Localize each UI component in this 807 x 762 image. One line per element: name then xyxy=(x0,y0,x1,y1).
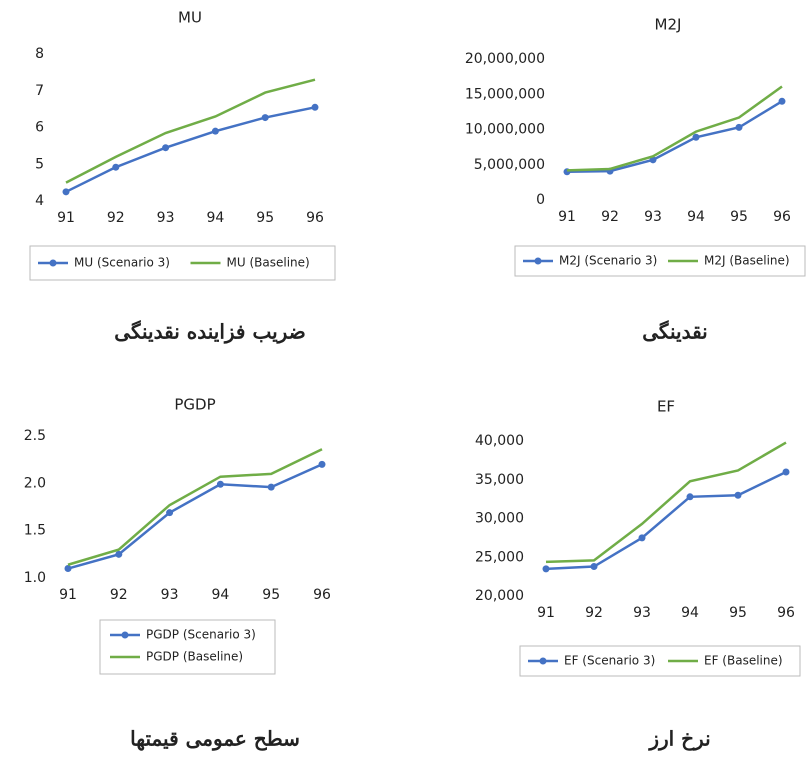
data-point xyxy=(319,461,326,468)
legend-label: MU (Baseline) xyxy=(227,256,310,270)
x-tick-label: 92 xyxy=(585,605,603,621)
x-tick-label: 94 xyxy=(681,605,699,621)
y-tick-label: 7 xyxy=(35,83,44,99)
y-tick-label: 35,000 xyxy=(475,472,524,488)
x-tick-label: 91 xyxy=(57,210,75,226)
chart-caption: نقدینگی xyxy=(642,320,708,344)
y-tick-label: 25,000 xyxy=(475,549,524,565)
legend-marker xyxy=(535,258,542,265)
y-tick-label: 40,000 xyxy=(475,433,524,449)
x-tick-label: 91 xyxy=(537,605,555,621)
data-point xyxy=(262,114,269,121)
y-tick-label: 20,000 xyxy=(475,588,524,604)
data-point xyxy=(543,565,550,572)
chart-caption: سطح عمومی قیمتها xyxy=(130,727,300,752)
chart-caption: ضریب فزاینده نقدینگی xyxy=(114,320,305,345)
legend-label: EF (Scenario 3) xyxy=(564,654,655,668)
x-tick-label: 95 xyxy=(262,587,280,603)
x-tick-label: 95 xyxy=(729,605,747,621)
data-point xyxy=(166,509,173,516)
y-tick-label: 1.0 xyxy=(24,570,46,586)
x-tick-label: 92 xyxy=(601,209,619,225)
y-tick-label: 0 xyxy=(536,192,545,208)
chart-title: EF xyxy=(657,398,675,416)
series-line xyxy=(68,449,322,564)
y-tick-label: 1.5 xyxy=(24,523,46,539)
x-tick-label: 94 xyxy=(206,210,224,226)
data-point xyxy=(639,534,646,541)
data-point xyxy=(217,481,224,488)
x-tick-label: 93 xyxy=(157,210,175,226)
data-point xyxy=(312,104,319,111)
series-line xyxy=(567,86,782,170)
data-point xyxy=(115,551,122,558)
data-point xyxy=(112,164,119,171)
x-tick-label: 93 xyxy=(633,605,651,621)
y-tick-label: 5 xyxy=(35,156,44,172)
series-line xyxy=(546,472,786,569)
x-tick-label: 91 xyxy=(558,209,576,225)
data-point xyxy=(735,492,742,499)
data-point xyxy=(63,188,70,195)
chart-caption: نرخ ارز xyxy=(647,727,710,752)
x-tick-label: 92 xyxy=(110,587,128,603)
y-tick-label: 15,000,000 xyxy=(465,86,545,102)
data-point xyxy=(162,144,169,151)
x-tick-label: 96 xyxy=(306,210,324,226)
series-line xyxy=(66,80,315,183)
y-tick-label: 5,000,000 xyxy=(474,157,545,173)
x-tick-label: 92 xyxy=(107,210,125,226)
x-tick-label: 96 xyxy=(313,587,331,603)
x-tick-label: 95 xyxy=(256,210,274,226)
y-tick-label: 20,000,000 xyxy=(465,51,545,67)
data-point xyxy=(783,469,790,476)
legend-label: PGDP (Scenario 3) xyxy=(146,628,256,642)
data-point xyxy=(693,134,700,141)
x-tick-label: 94 xyxy=(211,587,229,603)
x-tick-label: 96 xyxy=(777,605,795,621)
y-tick-label: 8 xyxy=(35,46,44,62)
data-point xyxy=(591,563,598,570)
legend-label: EF (Baseline) xyxy=(704,654,783,668)
data-point xyxy=(268,484,275,491)
chart-title: MU xyxy=(178,9,202,27)
legend-marker xyxy=(540,658,547,665)
y-tick-label: 2.5 xyxy=(24,428,46,444)
y-tick-label: 10,000,000 xyxy=(465,122,545,138)
data-point xyxy=(65,565,72,572)
series-line xyxy=(66,107,315,192)
chart-title: M2J xyxy=(655,16,682,34)
data-point xyxy=(687,493,694,500)
legend-label: MU (Scenario 3) xyxy=(74,256,170,270)
figure: MU ضریب فزاینده نقدینگی 4 5 6 7 8 91 92 93 94 95 96 M… xyxy=(0,0,807,758)
y-tick-label: 6 xyxy=(35,120,44,136)
y-tick-label: 30,000 xyxy=(475,511,524,527)
x-tick-label: 93 xyxy=(161,587,179,603)
x-tick-label: 96 xyxy=(773,209,791,225)
series-line xyxy=(567,101,782,172)
x-tick-label: 93 xyxy=(644,209,662,225)
legend-label: PGDP (Baseline) xyxy=(146,650,243,664)
x-tick-label: 91 xyxy=(59,587,77,603)
x-tick-label: 95 xyxy=(730,209,748,225)
chart-title: PGDP xyxy=(174,396,215,414)
series-line xyxy=(546,443,786,562)
data-point xyxy=(736,124,743,131)
legend-label: M2J (Scenario 3) xyxy=(559,254,657,268)
legend-marker xyxy=(50,260,57,267)
y-tick-label: 2.0 xyxy=(24,475,46,491)
x-tick-label: 94 xyxy=(687,209,705,225)
data-point xyxy=(212,128,219,135)
legend-label: M2J (Baseline) xyxy=(704,254,790,268)
y-tick-label: 4 xyxy=(35,193,44,209)
legend-marker xyxy=(122,632,129,639)
data-point xyxy=(779,98,786,105)
